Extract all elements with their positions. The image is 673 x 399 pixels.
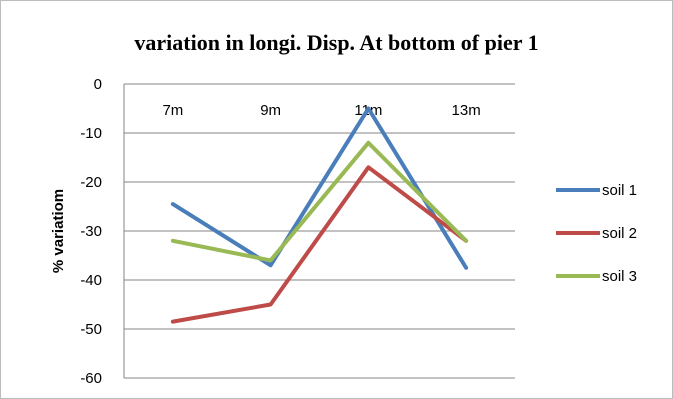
legend-label: soil 3 bbox=[602, 268, 637, 285]
y-tick-label: -40 bbox=[80, 272, 102, 289]
series-line bbox=[170, 106, 469, 270]
y-tick-label: -20 bbox=[80, 174, 102, 191]
y-tick-label: -50 bbox=[80, 321, 102, 338]
series-line bbox=[170, 165, 469, 324]
chart-title: variation in longi. Disp. At bottom of p… bbox=[134, 30, 539, 55]
legend-label: soil 2 bbox=[602, 225, 637, 242]
x-tick-label: 9m bbox=[260, 102, 281, 119]
series-line bbox=[170, 140, 469, 263]
y-tick-label: -10 bbox=[80, 125, 102, 142]
y-axis-label: % variatiom bbox=[50, 189, 67, 273]
x-tick-label: 13m bbox=[452, 102, 481, 119]
y-tick-label: -60 bbox=[80, 370, 102, 387]
y-tick-label: -30 bbox=[80, 223, 102, 240]
y-tick-label: 0 bbox=[94, 76, 102, 93]
legend-label: soil 1 bbox=[602, 182, 637, 199]
x-tick-label: 7m bbox=[162, 102, 183, 119]
